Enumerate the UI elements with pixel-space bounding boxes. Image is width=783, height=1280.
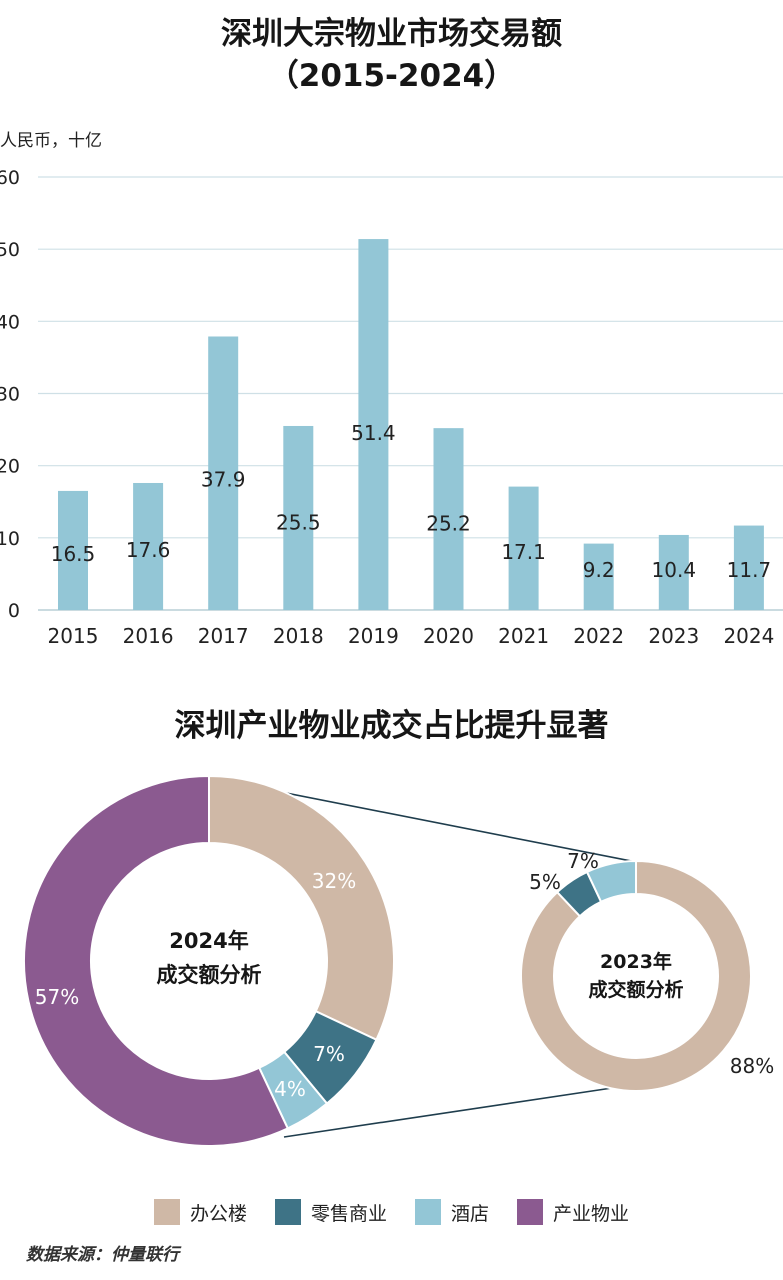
legend-label-industrial: 产业物业 [553, 1202, 630, 1225]
data-label-2023: 10.4 [652, 558, 697, 582]
data-label-2024: 11.7 [727, 558, 772, 582]
bar-2020 [433, 428, 464, 610]
donut-2024-center-line2: 成交额分析 [157, 963, 262, 987]
donut-2023-center-line1: 2023年 [600, 950, 672, 973]
legend-label-retail: 零售商业 [310, 1202, 387, 1225]
x-tick-label-2017: 2017 [198, 624, 249, 648]
y-tick-label-0: 0 [8, 600, 20, 622]
legend-item-hotel: 酒店 [415, 1199, 489, 1226]
legend-swatch-office [153, 1199, 180, 1225]
bar-2022 [583, 543, 614, 610]
data-label-2020: 25.2 [426, 512, 471, 536]
y-tick-label-30: 30 [0, 384, 20, 406]
bar-2024 [733, 525, 764, 610]
bar-2021 [508, 486, 539, 610]
donut-2024-center-line1: 2024年 [169, 929, 248, 953]
data-label-2019: 51.4 [351, 421, 396, 445]
data-label-2021: 17.1 [501, 540, 546, 564]
y-axis-unit-label: 人民币，十亿 [0, 131, 102, 151]
bar-2018 [283, 425, 314, 610]
donut-2023-slice-0 [520, 859, 752, 1092]
bar-2019 [358, 239, 389, 610]
x-tick-label-2019: 2019 [348, 624, 399, 648]
data-label-2017: 37.9 [201, 468, 246, 492]
x-tick-label-2020: 2020 [423, 624, 474, 648]
donut-2023-label-2: 7% [567, 849, 599, 873]
data-source-note: 数据来源：仲量联行 [26, 1245, 179, 1265]
donut-2024-label-1: 7% [313, 1042, 345, 1066]
x-tick-label-2016: 2016 [123, 624, 174, 648]
legend-label-office: 办公楼 [189, 1202, 247, 1225]
donut-2023-label-0: 88% [730, 1054, 774, 1078]
donut-2024-label-2: 4% [274, 1077, 306, 1101]
x-tick-label-2015: 2015 [48, 624, 99, 648]
y-tick-label-60: 60 [0, 167, 20, 189]
donut-2024-slice-3 [22, 774, 290, 1147]
donut-2023-slice-2 [585, 859, 637, 904]
bar-2016 [133, 482, 164, 610]
donut-2024-label-0: 32% [312, 869, 356, 893]
bar-2017 [208, 336, 239, 610]
y-tick-label-20: 20 [0, 456, 20, 478]
x-tick-label-2024: 2024 [723, 624, 774, 648]
connector-line-bottom [283, 1087, 613, 1138]
bar-2015 [58, 490, 88, 610]
x-tick-label-2018: 2018 [273, 624, 324, 648]
donut-section-title: 深圳产业物业成交占比提升显著 [174, 708, 609, 744]
donut-2024-slice-0 [208, 774, 395, 1042]
y-tick-label-10: 10 [0, 528, 20, 550]
chart-title-line1: 深圳大宗物业市场交易额 [221, 16, 562, 52]
data-label-2015: 16.5 [51, 542, 96, 566]
bar-2023 [658, 534, 689, 610]
legend-item-industrial: 产业物业 [517, 1199, 629, 1226]
legend-swatch-hotel [415, 1199, 441, 1225]
x-tick-label-2023: 2023 [648, 624, 699, 648]
x-tick-label-2022: 2022 [573, 624, 624, 648]
legend: 办公楼 零售商业 酒店 产业物业 [0, 1198, 783, 1226]
chart-title-line2: （2015-2024） [267, 58, 516, 94]
y-tick-label-50: 50 [0, 239, 20, 261]
data-label-2016: 17.6 [126, 538, 171, 562]
data-label-2022: 9.2 [583, 558, 615, 582]
donut-2024-label-3: 57% [35, 985, 79, 1009]
y-tick-label-40: 40 [0, 311, 20, 333]
legend-swatch-industrial [517, 1199, 544, 1225]
legend-item-office: 办公楼 [153, 1199, 247, 1226]
donut-2023-label-1: 5% [529, 870, 561, 894]
data-label-2018: 25.5 [276, 511, 321, 535]
legend-swatch-retail [274, 1199, 301, 1225]
x-tick-label-2021: 2021 [498, 624, 549, 648]
legend-label-hotel: 酒店 [451, 1202, 490, 1225]
legend-item-retail: 零售商业 [274, 1199, 387, 1226]
donut-2023-center-line2: 成交额分析 [588, 978, 683, 1001]
